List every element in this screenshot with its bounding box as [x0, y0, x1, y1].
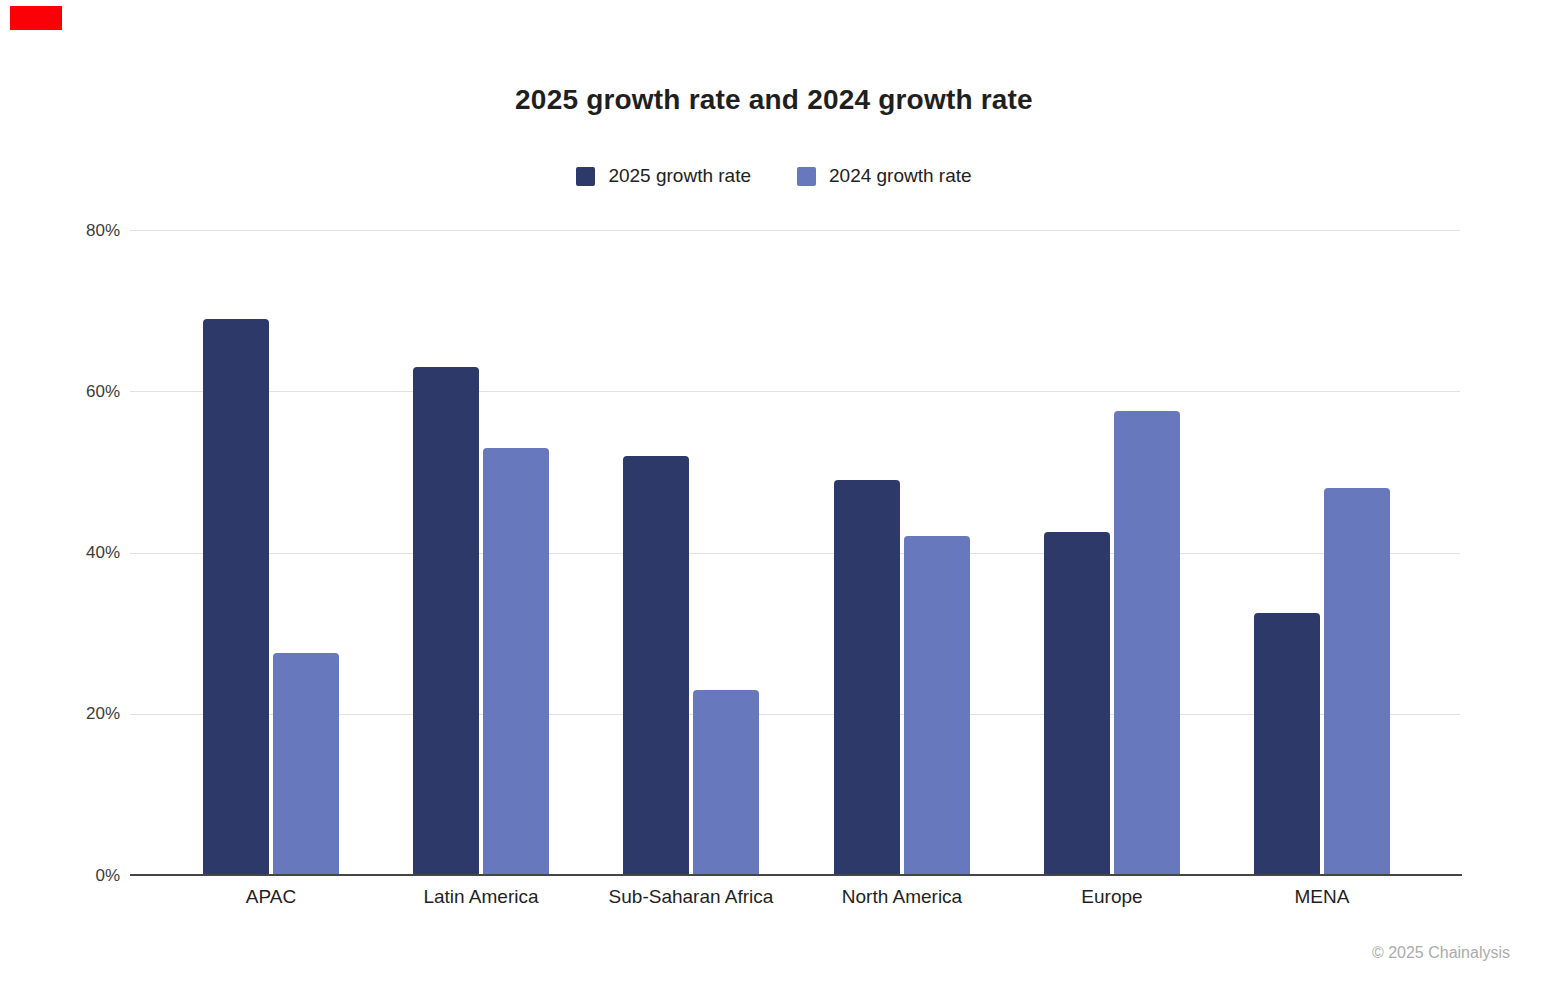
copyright-text: © 2025 Chainalysis	[1372, 944, 1510, 962]
y-axis-tick-label: 60%	[20, 381, 120, 402]
bar-2025	[1254, 613, 1320, 875]
x-axis-category-label: Sub-Saharan Africa	[571, 886, 811, 908]
bar-2024	[1114, 411, 1180, 875]
y-axis-tick-label: 20%	[20, 703, 120, 724]
bar-2025	[1044, 532, 1110, 875]
bar-group	[1254, 0, 1390, 875]
bar-group	[203, 0, 339, 875]
x-axis-category-label: North America	[782, 886, 1022, 908]
y-axis-tick-label: 0%	[20, 865, 120, 886]
plot-area: 80% 60% 40% 20% 0% APACLatin AmericaSub-Sahar…	[0, 0, 1548, 1000]
x-axis-category-label: Europe	[992, 886, 1232, 908]
bar-2025	[834, 480, 900, 875]
y-axis-tick-label: 40%	[20, 542, 120, 563]
bar-2025	[623, 456, 689, 875]
x-axis-category-label: APAC	[151, 886, 391, 908]
bar-group	[623, 0, 759, 875]
bar-2024	[693, 690, 759, 875]
bar-2024	[483, 448, 549, 875]
bar-2025	[203, 319, 269, 875]
bar-2024	[273, 653, 339, 875]
bar-group	[413, 0, 549, 875]
bar-group	[1044, 0, 1180, 875]
bar-group	[834, 0, 970, 875]
chart-canvas: 2025 growth rate and 2024 growth rate 20…	[0, 0, 1548, 1000]
bar-2025	[413, 367, 479, 875]
x-axis-line	[130, 874, 1462, 876]
bar-2024	[904, 536, 970, 875]
y-axis-tick-label: 80%	[20, 220, 120, 241]
x-axis-category-label: Latin America	[361, 886, 601, 908]
x-axis-category-label: MENA	[1202, 886, 1442, 908]
bar-2024	[1324, 488, 1390, 875]
